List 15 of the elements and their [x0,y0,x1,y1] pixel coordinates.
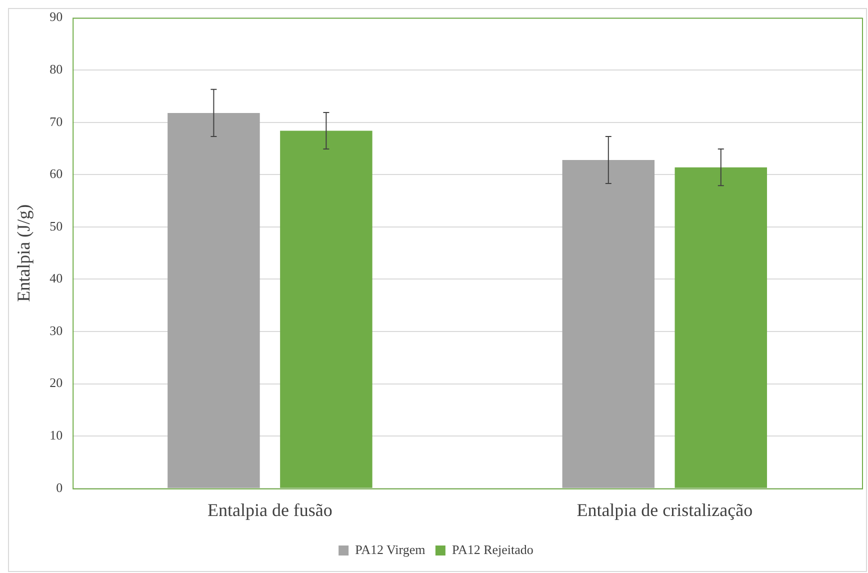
y-tick-label: 50 [50,218,63,234]
y-tick-label: 10 [50,428,63,443]
y-tick-label: 20 [50,375,63,390]
x-tick-label: Entalpia de cristalização [576,500,753,520]
y-tick-label: 30 [50,322,63,338]
y-tick-label: 0 [56,480,63,495]
y-tick-label: 80 [50,62,63,77]
y-tick-label: 90 [50,9,63,24]
y-axis-title: Entalpia (J/g) [14,204,34,302]
x-tick-label: Entalpia de fusão [207,500,332,520]
legend-label: PA12 Virgem [355,542,426,557]
y-tick-label: 40 [50,270,63,286]
y-tick-label: 60 [50,166,63,182]
legend-label: PA12 Rejeitado [452,542,534,557]
y-tick-label: 70 [50,114,63,129]
